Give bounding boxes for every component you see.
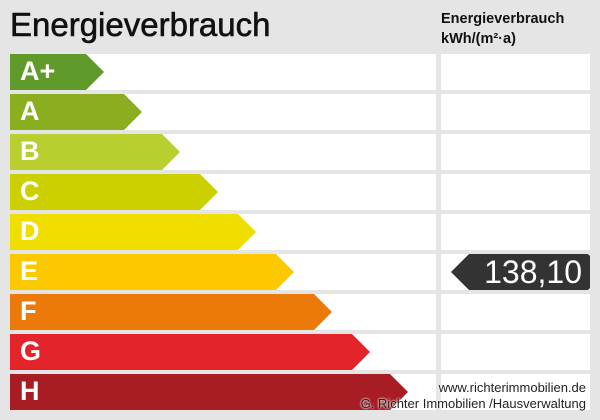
value-cell bbox=[441, 334, 590, 370]
class-label: B bbox=[20, 136, 40, 166]
class-bar-b: B bbox=[10, 134, 180, 170]
page-title: Energieverbrauch bbox=[10, 6, 271, 44]
value-marker: 138,10 bbox=[451, 254, 590, 290]
class-label: G bbox=[20, 336, 42, 366]
class-label: A+ bbox=[20, 56, 56, 86]
value-cell bbox=[441, 294, 590, 330]
class-label: E bbox=[20, 256, 39, 286]
value-cell bbox=[441, 134, 590, 170]
class-label: H bbox=[20, 376, 40, 406]
class-bar-d: D bbox=[10, 214, 256, 250]
class-bar-aplus: A+ bbox=[10, 54, 104, 90]
column-header-line1: Energieverbrauch bbox=[441, 11, 565, 27]
class-label: A bbox=[20, 96, 40, 126]
value-cell bbox=[441, 54, 590, 90]
class-bar-e: E bbox=[10, 254, 294, 290]
class-bar-a: A bbox=[10, 94, 142, 130]
class-label: D bbox=[20, 216, 40, 246]
column-header: Energieverbrauch kWh/(m²·a) bbox=[441, 9, 564, 49]
class-label: C bbox=[20, 176, 40, 206]
watermark-company: G. Richter Immobilien /Hausverwaltung bbox=[360, 396, 586, 411]
value-cell bbox=[441, 94, 590, 130]
column-header-line2: kWh/(m²·a) bbox=[441, 31, 516, 47]
class-bar-g: G bbox=[10, 334, 370, 370]
class-bar-h: H bbox=[10, 374, 408, 410]
watermark-url: www.richterimmobilien.de bbox=[438, 380, 586, 395]
class-bar-f: F bbox=[10, 294, 332, 330]
value-cell bbox=[441, 174, 590, 210]
value-text: 138,10 bbox=[484, 254, 582, 290]
value-cell bbox=[441, 214, 590, 250]
class-bar-c: C bbox=[10, 174, 218, 210]
value-cell bbox=[441, 374, 590, 410]
class-label: F bbox=[20, 296, 37, 326]
